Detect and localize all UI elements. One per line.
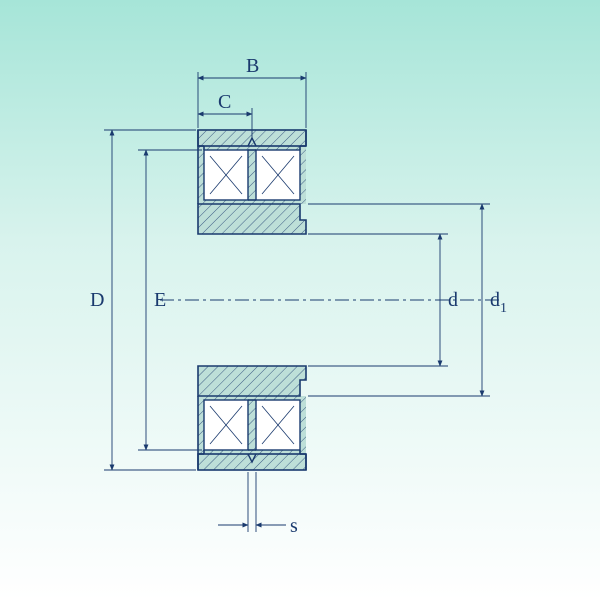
dim-D	[104, 130, 196, 470]
label-C: C	[218, 91, 231, 113]
dim-s	[218, 472, 286, 532]
label-s: s	[290, 515, 298, 537]
label-d1: d1	[490, 289, 507, 316]
label-B: B	[246, 55, 259, 77]
label-d: d	[448, 289, 458, 311]
top-section	[198, 130, 306, 234]
label-E: E	[154, 289, 166, 311]
bearing-diagram: B C d d1 D E s	[0, 0, 600, 600]
bottom-section	[198, 366, 306, 470]
label-D: D	[90, 289, 104, 311]
